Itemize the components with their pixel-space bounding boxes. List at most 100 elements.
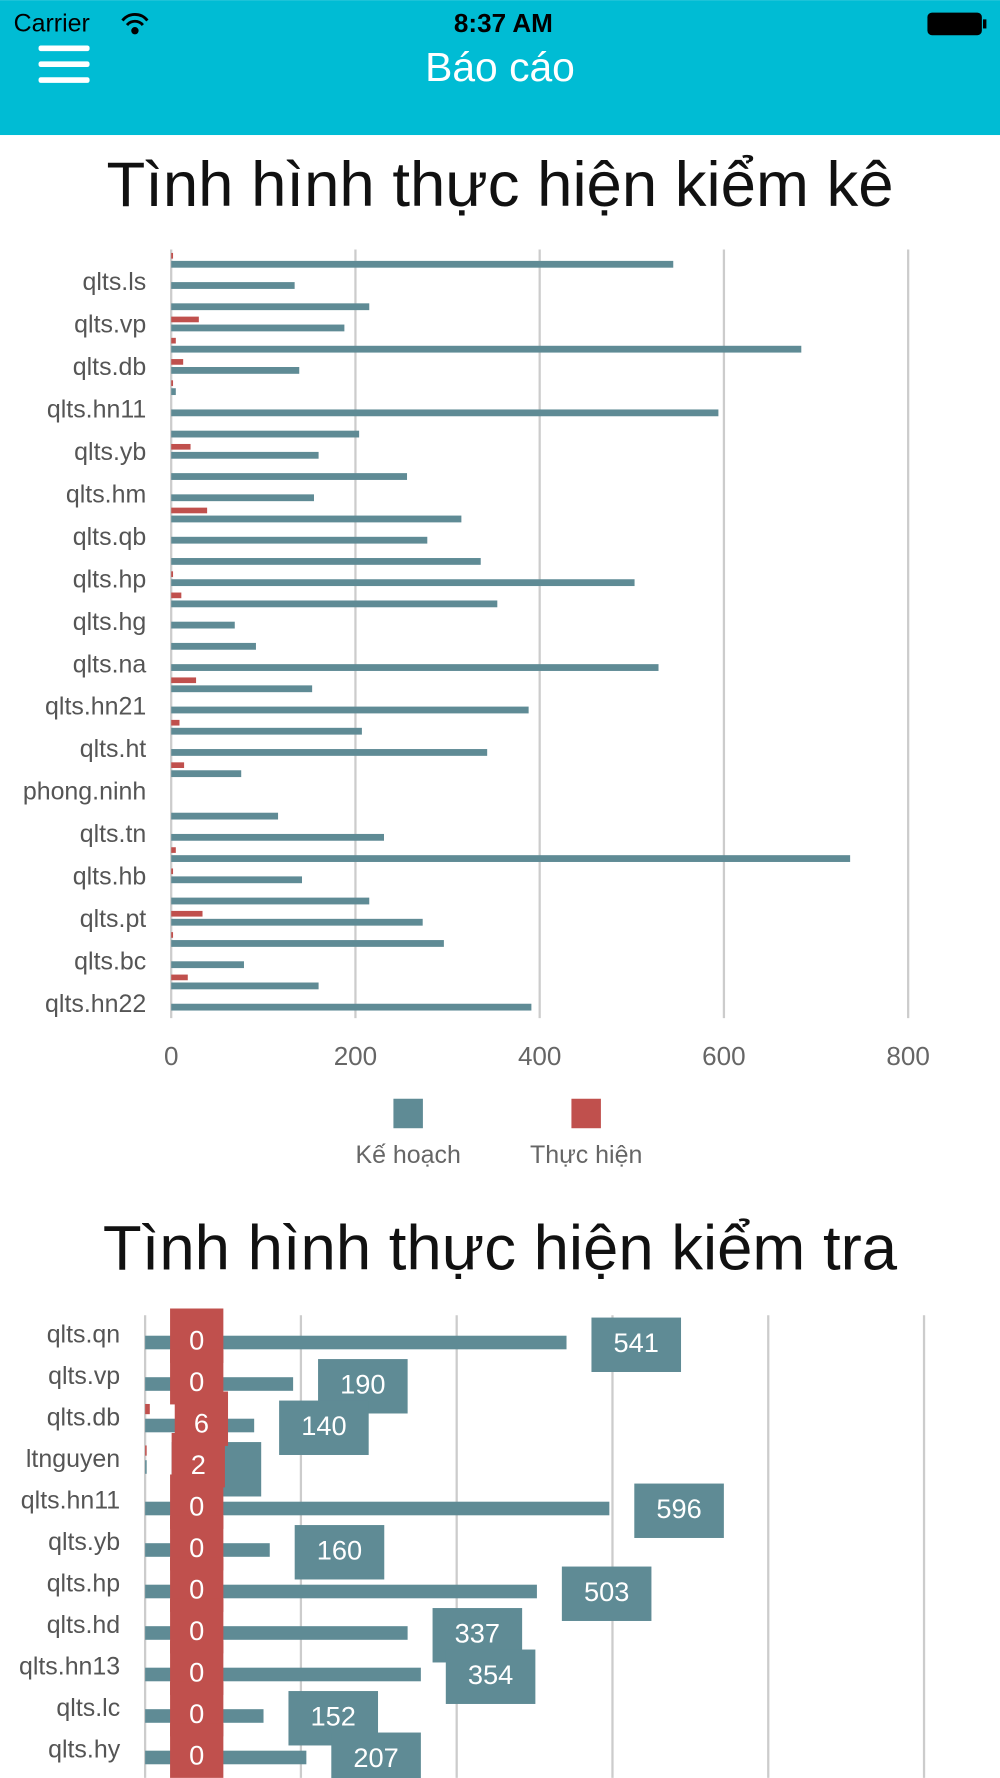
bar <box>171 847 176 853</box>
data-label: 160 <box>317 1534 362 1565</box>
x-tick-label: 800 <box>886 1041 929 1071</box>
data-label-box <box>170 1723 224 1778</box>
data-label: 337 <box>455 1617 500 1648</box>
y-tick-label: qlts.hn21 <box>45 693 146 721</box>
bar <box>171 592 182 599</box>
y-tick-label: qlts.hn11 <box>21 1486 120 1514</box>
bar <box>171 380 174 386</box>
bar <box>171 430 360 438</box>
y-tick-label: qlts.db <box>47 1403 120 1431</box>
y-tick-label: qlts.hn22 <box>45 990 146 1018</box>
y-tick-label: qlts.qb <box>73 523 146 551</box>
bar <box>171 897 370 905</box>
bar <box>171 494 314 502</box>
bar <box>145 1584 537 1599</box>
battery-icon <box>927 12 987 36</box>
bar <box>171 719 180 726</box>
bar <box>171 571 174 577</box>
data-label-box <box>331 1732 421 1778</box>
bar <box>171 359 184 365</box>
x-tick-label: 0 <box>164 1041 179 1071</box>
data-label-box <box>561 1566 652 1621</box>
x-tick-label: 200 <box>334 1041 377 1071</box>
bar <box>171 507 208 514</box>
bar <box>171 443 191 450</box>
bar <box>145 1460 147 1474</box>
bar <box>171 706 529 714</box>
bar <box>171 1003 532 1011</box>
bar <box>171 558 481 565</box>
bar <box>171 252 174 259</box>
data-label-box <box>294 1525 385 1580</box>
data-label: 0 <box>189 1615 204 1646</box>
page-title: Báo cáo <box>425 44 575 90</box>
data-label: 2 <box>191 1449 206 1480</box>
data-label: 6 <box>194 1408 209 1439</box>
bar <box>171 515 462 523</box>
bar <box>145 1335 567 1350</box>
y-tick-label: qlts.bc <box>74 947 146 975</box>
wifi-icon <box>121 13 149 35</box>
bar <box>171 642 256 650</box>
y-tick-label: qlts.yb <box>74 438 146 466</box>
y-tick-label: qlts.hn13 <box>19 1652 120 1680</box>
data-label: 0 <box>189 1740 204 1771</box>
y-tick-label: qlts.hm <box>66 480 146 508</box>
data-label: 596 <box>656 1493 701 1524</box>
bar <box>171 749 488 756</box>
bar <box>171 451 319 459</box>
menu-button[interactable] <box>38 45 90 83</box>
y-tick-label: qlts.ht <box>80 735 147 763</box>
bar <box>171 337 176 344</box>
bar <box>145 1501 610 1516</box>
bar <box>171 940 444 947</box>
bar <box>171 579 635 587</box>
bar <box>171 855 851 862</box>
legend-swatch <box>571 1098 601 1129</box>
data-label: 354 <box>468 1659 513 1690</box>
bar <box>171 282 295 289</box>
y-tick-label: ltnguyen <box>26 1445 120 1473</box>
y-tick-label: qlts.vp <box>74 311 146 339</box>
data-label: 0 <box>189 1325 204 1356</box>
data-label-box <box>445 1649 536 1704</box>
data-label: 207 <box>353 1742 398 1773</box>
y-tick-label: qlts.vp <box>48 1362 120 1390</box>
data-label: 0 <box>189 1532 204 1563</box>
data-label: 0 <box>189 1366 204 1397</box>
y-tick-label: qlts.hn11 <box>47 396 146 424</box>
data-label: 190 <box>340 1368 385 1399</box>
bar <box>171 664 659 671</box>
bar <box>171 727 362 735</box>
bar <box>171 409 719 417</box>
data-label: 140 <box>301 1410 346 1441</box>
y-tick-label: qlts.pt <box>80 905 147 933</box>
y-tick-label: qlts.hy <box>48 1735 121 1763</box>
bar <box>171 833 384 841</box>
legend-label: Thực hiện <box>530 1141 642 1169</box>
bar <box>171 876 303 884</box>
data-label: 541 <box>614 1327 659 1358</box>
data-label: 0 <box>189 1657 204 1688</box>
data-label-box <box>279 1400 369 1455</box>
y-tick-label: qlts.hb <box>73 863 146 891</box>
y-tick-label: qlts.ls <box>83 268 147 296</box>
data-label: 0 <box>189 1574 204 1605</box>
bar <box>145 1445 147 1456</box>
data-label: 152 <box>311 1700 356 1731</box>
bar <box>171 260 674 268</box>
carrier: Carrier <box>14 10 90 38</box>
y-tick-label: qlts.tn <box>80 820 147 848</box>
bar <box>171 812 279 820</box>
bar <box>171 910 203 917</box>
x-tick-label: 600 <box>702 1041 745 1071</box>
data-label: 0 <box>189 1491 204 1522</box>
data-label: 0 <box>189 1698 204 1729</box>
x-tick-label: 400 <box>518 1041 561 1071</box>
legend-swatch <box>393 1098 423 1129</box>
y-tick-label: qlts.hp <box>47 1569 120 1597</box>
bar <box>171 388 176 396</box>
bar <box>171 473 408 480</box>
bar <box>171 536 428 544</box>
